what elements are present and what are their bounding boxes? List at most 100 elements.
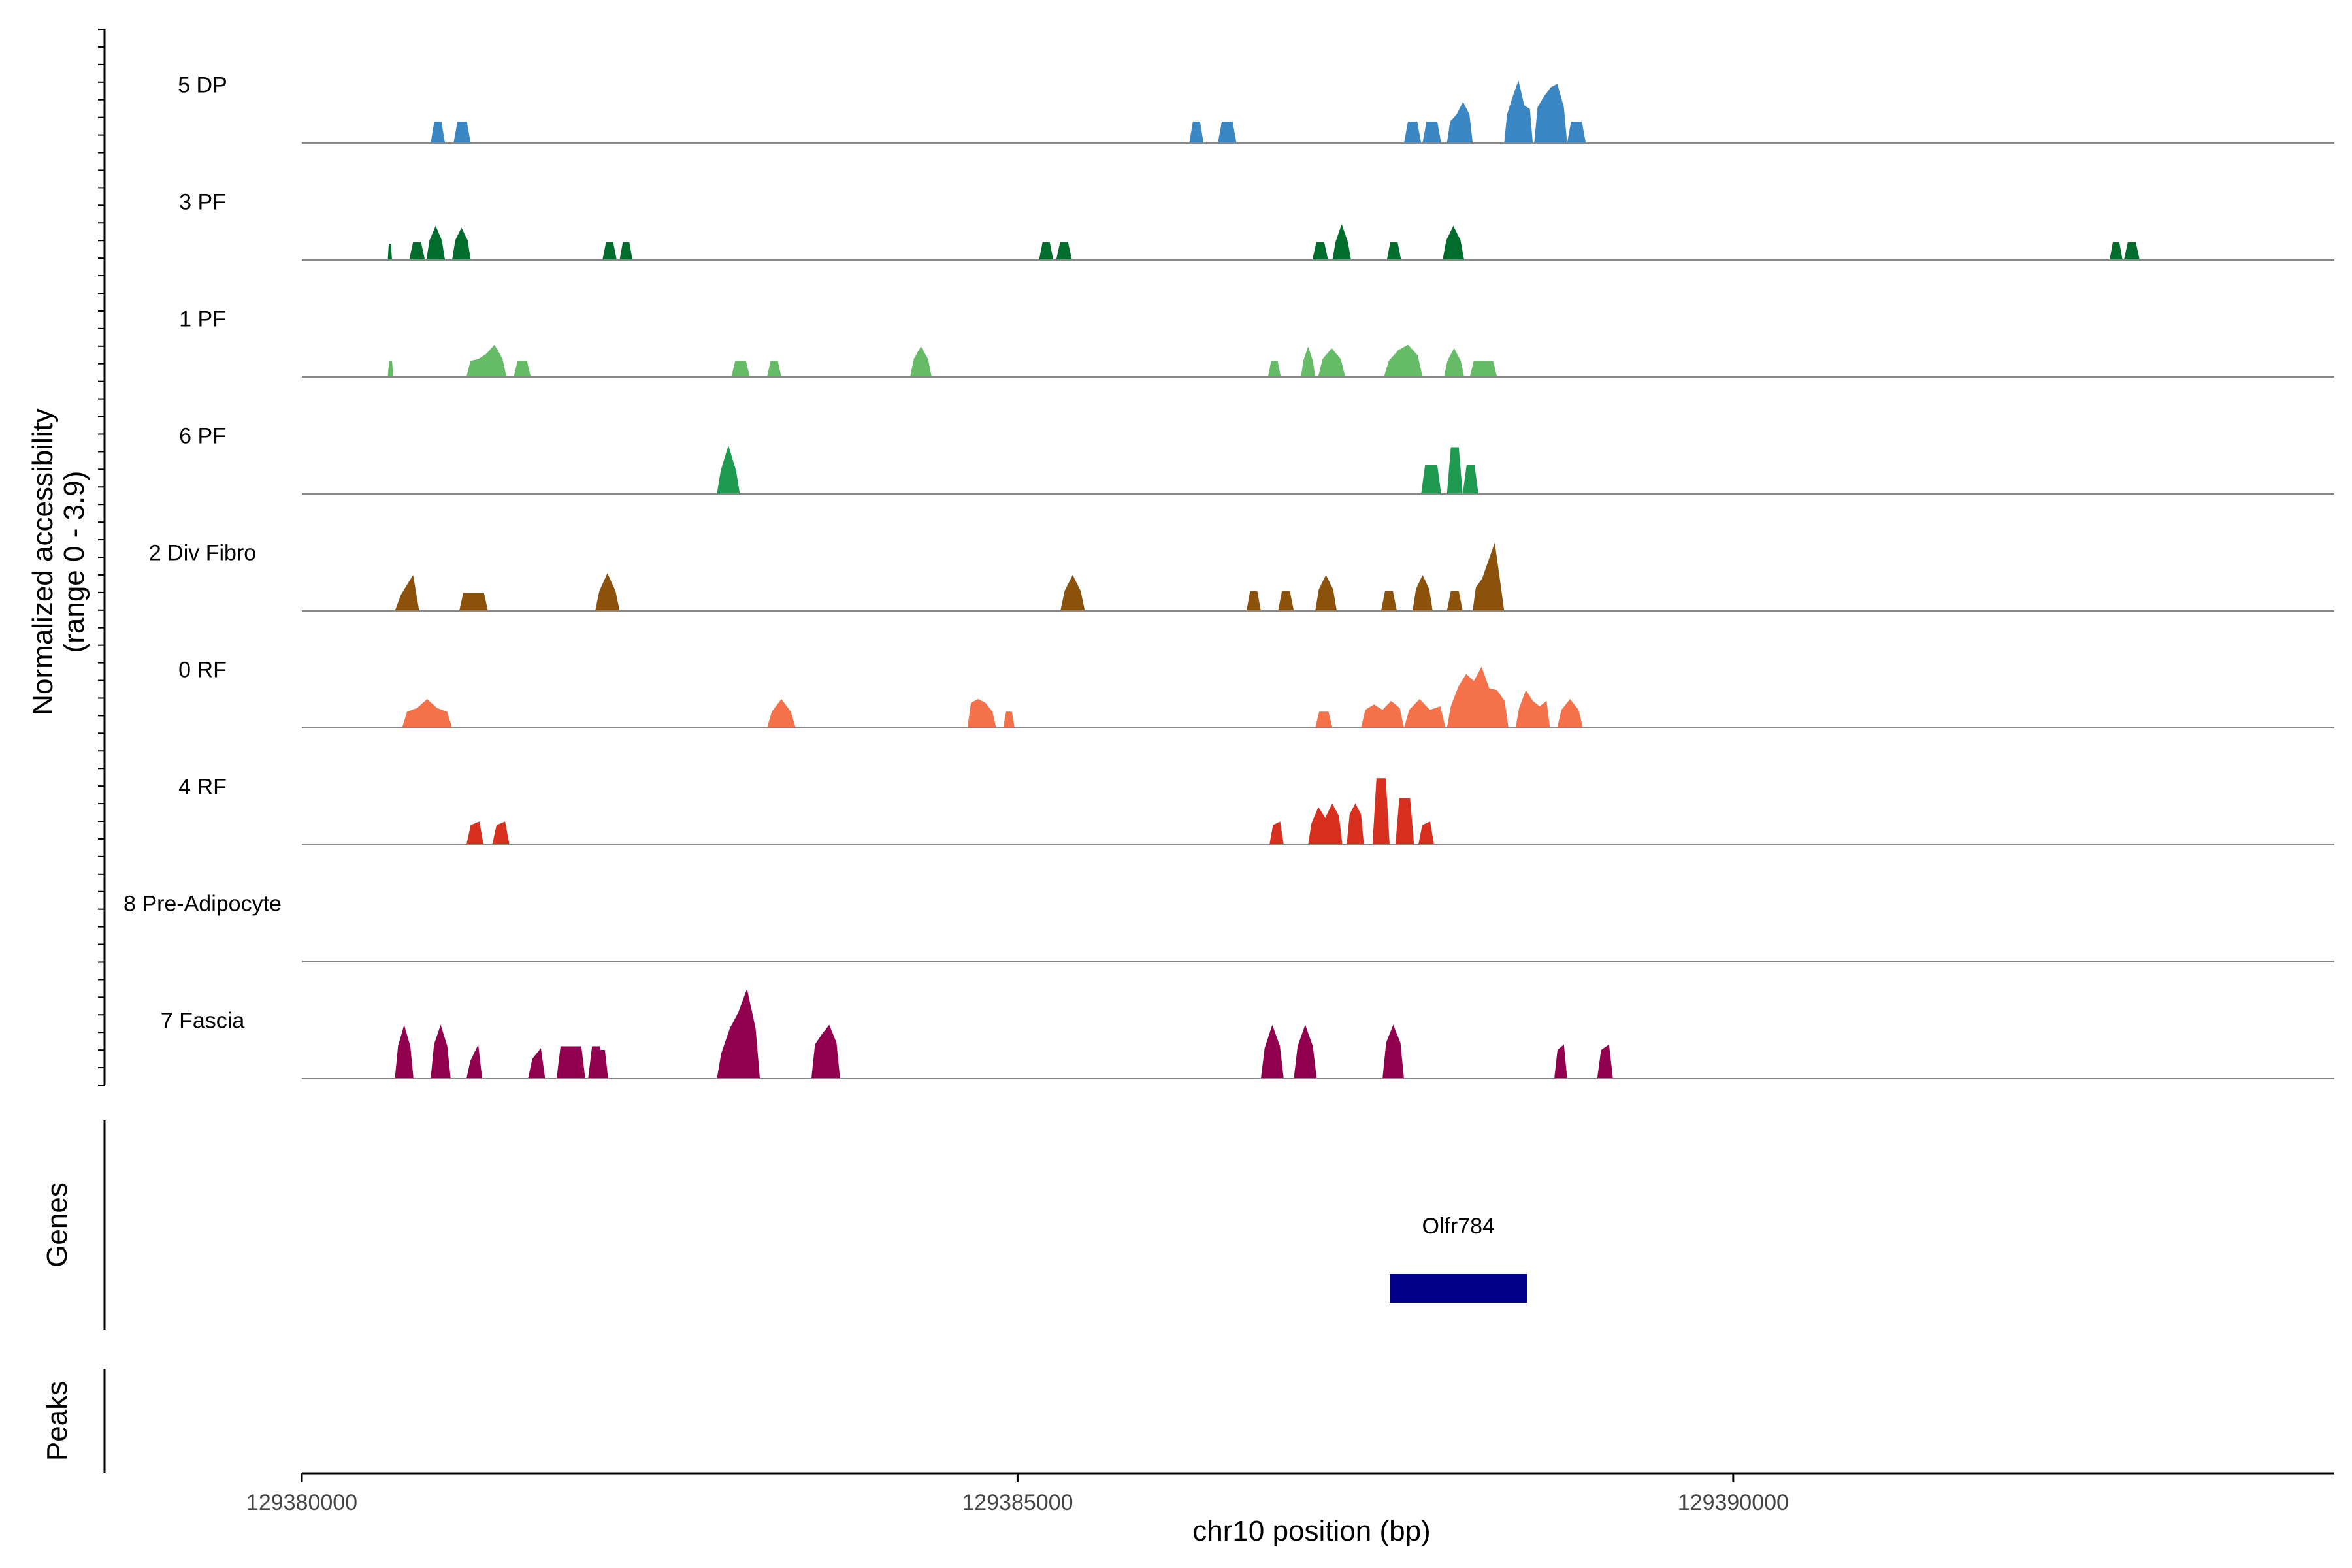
peak-2-div-fibro-7 xyxy=(1380,591,1397,611)
peak-1-pf-3 xyxy=(731,361,750,377)
track-label-4-rf: 4 RF xyxy=(178,775,227,800)
peak-3-pf-5 xyxy=(619,242,633,260)
peak-2-div-fibro-2 xyxy=(595,573,620,611)
peak-0-rf-6 xyxy=(1404,699,1446,728)
peak-2-div-fibro-5 xyxy=(1278,591,1294,611)
peak-0-rf-5 xyxy=(1361,700,1404,728)
peak-2-div-fibro-10 xyxy=(1473,542,1505,611)
peak-3-pf-8 xyxy=(1312,242,1328,260)
peak-3-pf-4 xyxy=(602,242,617,260)
peak-6-pf-2 xyxy=(1446,447,1463,494)
peak-4-rf-5 xyxy=(1372,778,1390,845)
track-label-3-pf: 3 PF xyxy=(179,190,226,215)
peak-0-rf-1 xyxy=(767,699,796,728)
peak-3-pf-9 xyxy=(1332,224,1351,260)
peak-0-rf-7 xyxy=(1446,666,1509,728)
peak-1-pf-4 xyxy=(767,361,781,377)
peak-7-fascia-6 xyxy=(595,1050,608,1079)
peak-3-pf-2 xyxy=(426,225,446,260)
peak-0-rf-8 xyxy=(1515,690,1550,728)
peak-5-dp-3 xyxy=(1189,122,1204,143)
peak-0-rf-2 xyxy=(967,699,996,728)
peak-4-rf-4 xyxy=(1347,803,1364,845)
peak-1-pf-5 xyxy=(910,346,932,377)
peak-6-pf-3 xyxy=(1462,465,1478,494)
accessibility-tracks: 5 DP 3 PF 1 PF 6 PF 2 Div Fibro 0 RF 4 RF 8 Pre… xyxy=(123,73,2334,1079)
gene-label-olfr784: Olfr784 xyxy=(1422,1214,1495,1239)
peak-7-fascia-12 xyxy=(1554,1044,1567,1079)
peak-2-div-fibro-3 xyxy=(1060,575,1085,611)
peak-1-pf-2 xyxy=(514,361,531,377)
x-tick-label: 129390000 xyxy=(1678,1490,1789,1515)
x-tick-label: 129385000 xyxy=(962,1490,1073,1515)
y-axis-label-range: (range 0 - 3.9) xyxy=(58,471,90,653)
peak-7-fascia-2 xyxy=(466,1044,482,1079)
peak-2-div-fibro-0 xyxy=(395,575,419,611)
peak-2-div-fibro-8 xyxy=(1413,575,1433,611)
genes-panel-label: Genes xyxy=(41,1183,73,1267)
peak-4-rf-0 xyxy=(466,821,484,845)
peak-6-pf-1 xyxy=(1421,465,1441,494)
peak-3-pf-1 xyxy=(409,242,425,260)
peak-4-rf-2 xyxy=(1269,821,1284,845)
peak-3-pf-12 xyxy=(2110,242,2123,260)
peak-7-fascia-3 xyxy=(528,1048,546,1079)
peaks-panel-label: Peaks xyxy=(41,1381,73,1461)
peak-0-rf-3 xyxy=(1003,711,1015,728)
peak-0-rf-9 xyxy=(1557,699,1583,728)
peak-5-dp-10 xyxy=(1567,122,1586,143)
track-label-5-dp: 5 DP xyxy=(178,73,227,98)
track-label-6-pf: 6 PF xyxy=(179,424,226,449)
track-label-1-pf: 1 PF xyxy=(179,307,226,332)
peak-7-fascia-8 xyxy=(811,1024,840,1079)
peak-7-fascia-11 xyxy=(1382,1024,1404,1079)
peak-4-rf-3 xyxy=(1308,803,1343,845)
peak-5-dp-7 xyxy=(1446,101,1473,143)
peak-4-rf-7 xyxy=(1418,821,1434,845)
peak-3-pf-3 xyxy=(452,227,471,260)
peak-1-pf-8 xyxy=(1318,348,1346,377)
peak-7-fascia-10 xyxy=(1294,1024,1317,1079)
x-tick-label: 129380000 xyxy=(246,1490,357,1515)
peak-7-fascia-9 xyxy=(1260,1024,1284,1079)
peak-0-rf-4 xyxy=(1315,711,1333,728)
peak-6-pf-0 xyxy=(717,445,740,494)
peak-1-pf-7 xyxy=(1301,346,1316,377)
peak-7-fascia-1 xyxy=(431,1024,451,1079)
y-axis-label: Normalized accessibility xyxy=(27,408,59,715)
peak-3-pf-0 xyxy=(387,244,392,260)
peak-3-pf-11 xyxy=(1443,225,1464,260)
peak-3-pf-6 xyxy=(1039,242,1054,260)
peak-2-div-fibro-9 xyxy=(1446,591,1463,611)
peak-5-dp-4 xyxy=(1218,122,1237,143)
peak-2-div-fibro-6 xyxy=(1315,575,1337,611)
peak-1-pf-1 xyxy=(466,344,507,377)
peak-1-pf-0 xyxy=(387,361,394,377)
peak-1-pf-10 xyxy=(1444,348,1464,377)
peak-5-dp-0 xyxy=(431,122,446,143)
peak-4-rf-1 xyxy=(492,821,510,845)
peak-1-pf-6 xyxy=(1267,361,1281,377)
peak-5-dp-2 xyxy=(453,122,471,143)
track-label-7-fascia: 7 Fascia xyxy=(161,1009,245,1034)
peak-7-fascia-4 xyxy=(557,1046,585,1079)
peak-2-div-fibro-1 xyxy=(459,593,488,611)
peak-5-dp-5 xyxy=(1404,122,1422,143)
peak-7-fascia-0 xyxy=(395,1024,414,1079)
gene-olfr784 xyxy=(1390,1274,1527,1303)
peak-1-pf-9 xyxy=(1384,344,1423,377)
x-axis-label: chr10 position (bp) xyxy=(1192,1515,1430,1547)
peak-2-div-fibro-4 xyxy=(1247,591,1261,611)
track-label-8-pre-adipocyte: 8 Pre-Adipocyte xyxy=(123,892,282,917)
peak-5-dp-6 xyxy=(1422,122,1441,143)
peak-3-pf-10 xyxy=(1386,242,1401,260)
peak-5-dp-9 xyxy=(1534,84,1567,143)
peak-7-fascia-7 xyxy=(717,988,760,1079)
peak-3-pf-7 xyxy=(1056,242,1072,260)
axes: Olfr784 129380000 129385000 129390000 xyxy=(98,29,2334,1515)
peak-1-pf-11 xyxy=(1469,361,1497,377)
peak-4-rf-6 xyxy=(1395,798,1414,845)
peak-7-fascia-13 xyxy=(1597,1044,1613,1079)
track-label-2-div-fibro: 2 Div Fibro xyxy=(149,541,256,566)
